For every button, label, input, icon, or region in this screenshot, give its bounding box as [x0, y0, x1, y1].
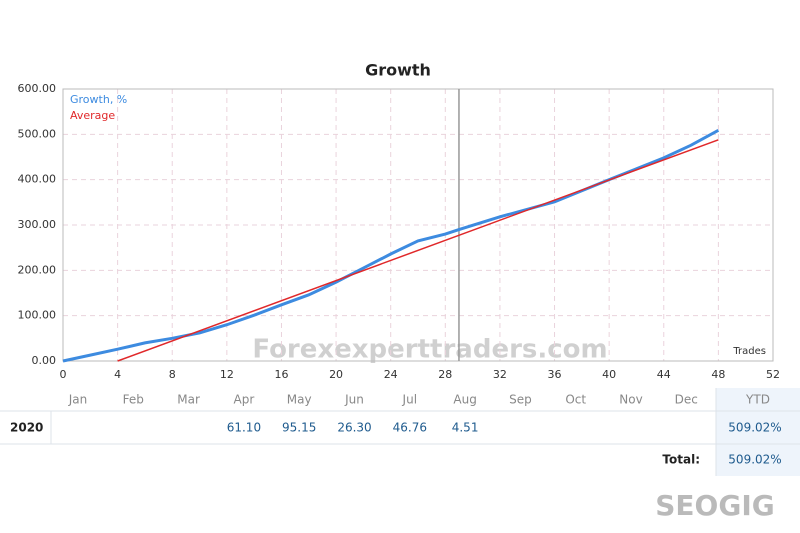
- y-tick-label: 400.00: [18, 173, 57, 186]
- x-tick-label: 48: [711, 368, 725, 381]
- x-tick-label: 4: [114, 368, 121, 381]
- table-header: Jul: [402, 393, 417, 407]
- table-cell: 46.76: [393, 421, 427, 435]
- y-tick-label: 200.00: [18, 263, 57, 276]
- x-tick-label: 16: [274, 368, 288, 381]
- table-header: Oct: [565, 393, 586, 407]
- watermark: SEOGIG: [655, 489, 774, 522]
- total-label: Total:: [662, 453, 700, 467]
- table-header: May: [287, 393, 312, 407]
- table-cell: 4.51: [452, 421, 479, 435]
- x-tick-label: 32: [493, 368, 507, 381]
- table-header: YTD: [745, 393, 770, 407]
- x-tick-label: 44: [657, 368, 671, 381]
- ytd-column: [716, 388, 800, 476]
- row-label: 2020: [10, 421, 43, 435]
- table-header: Apr: [234, 393, 255, 407]
- x-tick-label: 20: [329, 368, 343, 381]
- table-cell: 26.30: [337, 421, 371, 435]
- x-tick-label: 0: [60, 368, 67, 381]
- plot-border: [62, 88, 774, 362]
- x-tick-label: 40: [602, 368, 616, 381]
- table-header: Nov: [619, 393, 642, 407]
- watermark: Forexexperttraders.com: [252, 335, 607, 365]
- y-tick-label: 0.00: [32, 354, 57, 367]
- table-cell: 95.15: [282, 421, 316, 435]
- table-header: Sep: [509, 393, 532, 407]
- table-cell: 61.10: [227, 421, 261, 435]
- x-tick-label: 28: [438, 368, 452, 381]
- table-header: Feb: [123, 393, 144, 407]
- ytd-value: 509.02%: [728, 421, 781, 435]
- chart-title: Growth: [365, 61, 431, 80]
- y-tick-label: 500.00: [18, 127, 57, 140]
- x-tick-label: 8: [169, 368, 176, 381]
- x-tick-label: 24: [384, 368, 398, 381]
- total-value: 509.02%: [728, 453, 781, 467]
- y-tick-label: 100.00: [18, 309, 57, 322]
- table-header: Jan: [68, 393, 88, 407]
- x-tick-label: 12: [220, 368, 234, 381]
- x-tick-label: 52: [766, 368, 780, 381]
- legend-label: Growth, %: [70, 93, 127, 106]
- legend-label: Average: [70, 109, 115, 122]
- x-tick-label: 36: [548, 368, 562, 381]
- table-header: Dec: [675, 393, 698, 407]
- y-tick-label: 600.00: [18, 82, 57, 95]
- series-line: [117, 139, 719, 362]
- x-axis-label: Trades: [732, 346, 766, 357]
- table: [0, 388, 800, 476]
- table-header: Aug: [453, 393, 476, 407]
- table-header: Mar: [177, 393, 200, 407]
- table-header: Jun: [344, 393, 364, 407]
- y-tick-label: 300.00: [18, 218, 57, 231]
